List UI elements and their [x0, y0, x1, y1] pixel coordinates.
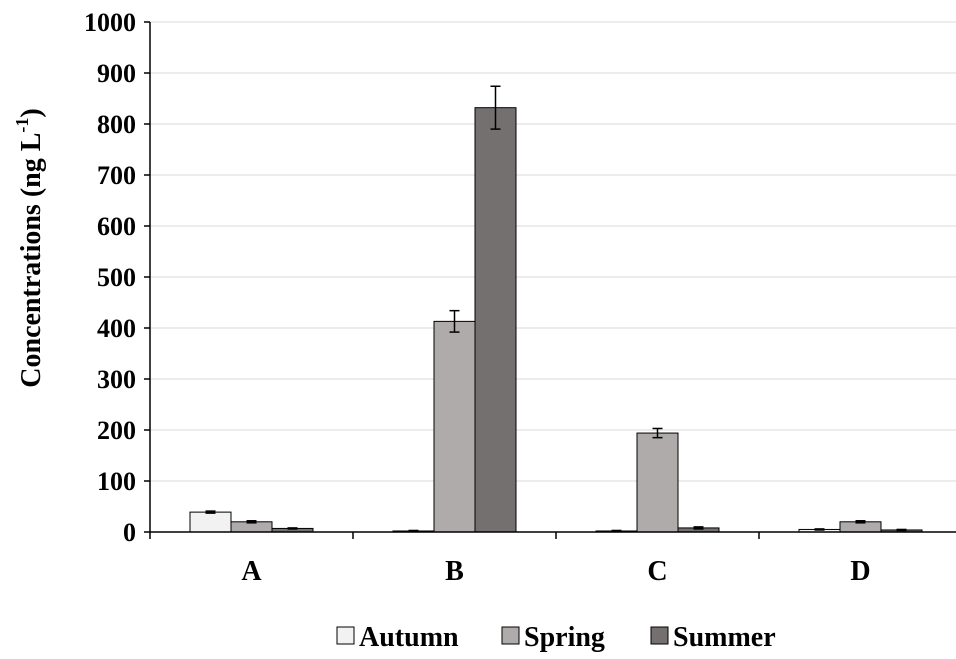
x-category-labels: A B C D [241, 556, 870, 587]
x-category-label: D [850, 556, 870, 587]
bar-summer-b [474, 107, 517, 533]
y-tick-labels: 0 100 200 300 400 500 600 700 800 900 1000 [84, 8, 136, 547]
y-tick-label: 200 [97, 416, 136, 445]
legend-swatch-autumn [336, 626, 355, 645]
bars [189, 107, 923, 533]
y-tick-label: 600 [97, 212, 136, 241]
y-tick-label: 1000 [84, 8, 136, 37]
axes [144, 21, 956, 539]
y-tick-label: 800 [97, 110, 136, 139]
y-tick-label: 900 [97, 59, 136, 88]
legend-label-autumn: Autumn [359, 622, 459, 653]
legend: Autumn Spring Summer [336, 622, 776, 653]
y-tick-label: 700 [97, 161, 136, 190]
error-bars [205, 85, 907, 533]
bar-spring-b [433, 320, 476, 533]
y-axis-title: Concentrations (ng L-1) [12, 108, 47, 387]
x-category-label: A [241, 556, 262, 587]
y-axis-title-close: ) [16, 108, 47, 117]
x-category-label: C [647, 556, 667, 587]
legend-swatch-spring [501, 626, 520, 645]
y-tick-label: 0 [123, 518, 136, 547]
gridlines [150, 21, 956, 482]
legend-label-summer: Summer [673, 622, 776, 653]
y-axis-title-main: Concentrations (ng L [16, 133, 47, 388]
legend-label-spring: Spring [524, 622, 605, 653]
legend-swatch-summer [650, 626, 669, 645]
bar-spring-c [636, 432, 679, 533]
y-tick-label: 500 [97, 263, 136, 292]
x-category-label: B [445, 556, 464, 587]
y-tick-label: 300 [97, 365, 136, 394]
y-axis-title-sup: -1 [12, 118, 32, 133]
y-tick-label: 400 [97, 314, 136, 343]
bar-autumn-a [189, 511, 232, 533]
y-tick-label: 100 [97, 467, 136, 496]
